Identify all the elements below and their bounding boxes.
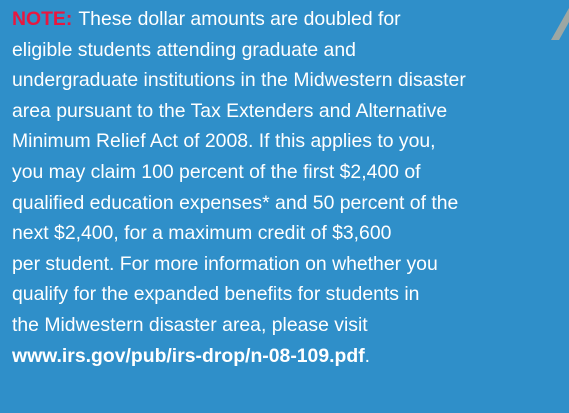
note-text: These dollar amounts are doubled for [78,8,400,30]
note-line: area pursuant to the Tax Extenders and A… [12,96,569,127]
note-line: per student. For more information on whe… [12,249,569,280]
note: NOTE: These dollar amounts are doubled fo… [12,4,569,371]
note-label: NOTE: [12,8,72,30]
note-line: eligible students attending graduate and [12,35,569,66]
note-line: NOTE: These dollar amounts are doubled fo… [12,4,569,35]
note-line: Minimum Relief Act of 2008. If this appl… [12,126,569,157]
note-line: qualify for the expanded benefits for st… [12,279,569,310]
page: NOTE: These dollar amounts are doubled fo… [0,0,569,413]
note-punctuation: . [365,345,370,367]
note-line: undergraduate institutions in the Midwes… [12,65,569,96]
note-line: you may claim 100 percent of the first $… [12,157,569,188]
note-line: the Midwestern disaster area, please vis… [12,310,569,341]
note-link: www.irs.gov/pub/irs-drop/n-08-109.pdf [12,345,365,367]
note-line: qualified education expenses* and 50 per… [12,188,569,219]
note-line: next $2,400, for a maximum credit of $3,… [12,218,569,249]
note-line: www.irs.gov/pub/irs-drop/n-08-109.pdf. [12,341,569,372]
